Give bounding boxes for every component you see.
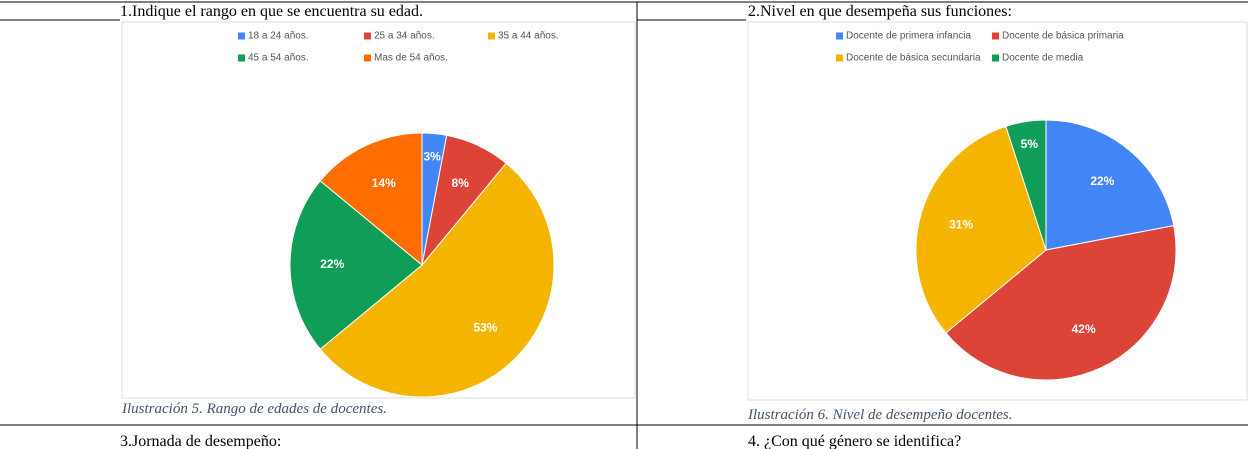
- question: 1.Indique el rango en que se encuentra s…: [120, 3, 423, 20]
- legend-swatch: [238, 32, 245, 40]
- pie-slice: [945, 225, 1177, 381]
- legend-label: Docente de media: [1002, 53, 1084, 64]
- slice-label: 5%: [1021, 137, 1039, 151]
- pie-slice: [289, 180, 423, 350]
- slice-label: 8%: [452, 176, 470, 190]
- question: 4. ¿Con qué género se identifica?: [748, 433, 961, 449]
- caption: Ilustración 6. Nivel de desempeño docent…: [747, 407, 1013, 423]
- legend-swatch: [992, 54, 999, 62]
- legend-swatch: [364, 32, 371, 40]
- slice-label: 53%: [473, 321, 497, 335]
- legend-swatch: [836, 32, 843, 40]
- slice-label: 22%: [320, 257, 344, 271]
- legend-label: Docente de primera infancia: [846, 31, 972, 42]
- legend-label: Mas de 54 años.: [374, 53, 448, 64]
- pie-slice: [319, 132, 423, 267]
- slice-label: 31%: [949, 218, 973, 232]
- legend-label: Docente de básica secundaria: [846, 53, 981, 64]
- legend-swatch: [992, 32, 999, 40]
- caption: Ilustración 5. Rango de edades de docent…: [121, 401, 387, 417]
- slice-label: 3%: [424, 149, 442, 163]
- pie-slice: [1005, 119, 1047, 251]
- legend-label: 35 a 44 años.: [498, 31, 559, 42]
- slice-label: 22%: [1090, 174, 1114, 188]
- legend-swatch: [238, 54, 245, 62]
- legend-swatch: [836, 54, 843, 62]
- legend-swatch: [364, 54, 371, 62]
- question: 3.Jornada de desempeño:: [120, 433, 281, 449]
- pie-slice: [1045, 119, 1175, 251]
- legend-label: Docente de básica primaria: [1002, 31, 1124, 42]
- question: 2.Nivel en que desempeña sus funciones:: [748, 3, 1012, 20]
- pie-slice: [319, 162, 555, 398]
- legend-label: 45 a 54 años.: [248, 53, 309, 64]
- legend-label: 18 a 24 años.: [248, 31, 309, 42]
- legend-swatch: [488, 32, 495, 40]
- slice-label: 14%: [372, 176, 396, 190]
- pie-slice: [915, 125, 1047, 334]
- legend-label: 25 a 34 años.: [374, 31, 435, 42]
- slice-label: 42%: [1072, 322, 1096, 336]
